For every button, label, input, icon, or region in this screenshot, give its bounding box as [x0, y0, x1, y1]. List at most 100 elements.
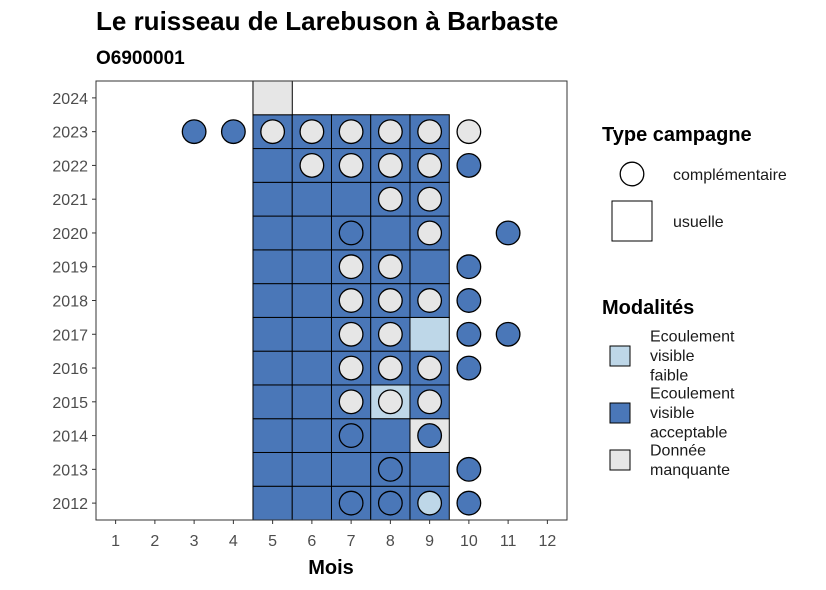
legend-label-manquante: manquante — [650, 462, 730, 479]
y-tick-label: 2018 — [52, 294, 88, 311]
y-tick-label: 2023 — [52, 125, 88, 142]
tile-2020-5 — [252, 215, 293, 251]
y-tick-label: 2019 — [52, 260, 88, 277]
point-2015-7 — [338, 389, 364, 415]
point-2023-4 — [220, 119, 246, 145]
x-tick-label: 9 — [425, 533, 434, 550]
x-axis: 1 2 3 4 5 6 7 8 9 10 11 12 — [111, 520, 556, 550]
legend-label-acceptable: Ecoulement — [650, 386, 735, 403]
tile-2013-6 — [291, 451, 333, 487]
point-2017-8 — [377, 321, 403, 347]
legend-label-acceptable: acceptable — [650, 425, 727, 442]
legend-key-faible — [609, 345, 631, 367]
point-2016-10 — [456, 355, 482, 381]
y-tick-label: 2017 — [52, 327, 88, 344]
legend-modalite-title: Modalités — [602, 297, 694, 319]
y-tick-label: 2022 — [52, 158, 88, 175]
point-2023-5 — [260, 119, 286, 145]
x-tick-label: 7 — [347, 533, 356, 550]
legend: Type campagne Modalités complémentaire us… — [602, 124, 787, 479]
point-2012-8 — [377, 490, 403, 516]
chart-subtitle: O6900001 — [96, 48, 185, 69]
legend-type-title: Type campagne — [602, 124, 752, 146]
point-2015-8 — [377, 389, 403, 415]
y-tick-label: 2015 — [52, 395, 88, 412]
point-2022-10 — [456, 152, 482, 178]
y-tick-label: 2013 — [52, 462, 88, 479]
tile-2014-6 — [291, 418, 333, 453]
point-2018-7 — [338, 288, 364, 313]
tile-2012-6 — [291, 485, 333, 521]
tile-2016-6 — [291, 350, 333, 386]
tile-2020-6 — [291, 215, 333, 251]
tile-2017-9 — [409, 316, 450, 352]
legend-key-acceptable — [609, 402, 631, 424]
plot-area — [95, 80, 568, 521]
x-tick-label: 8 — [386, 533, 395, 550]
point-2019-7 — [338, 254, 364, 280]
point-2020-11 — [495, 220, 521, 246]
tile-2013-9 — [409, 451, 450, 487]
point-2023-10 — [456, 119, 482, 145]
point-2022-8 — [377, 152, 403, 178]
x-tick-label: 5 — [268, 533, 277, 550]
point-2017-11 — [495, 321, 521, 347]
point-2012-10 — [456, 490, 482, 516]
point-2012-9 — [417, 490, 443, 516]
tile-2013-7 — [330, 451, 372, 487]
point-2016-9 — [417, 355, 443, 381]
point-2021-9 — [417, 186, 443, 212]
point-2022-6 — [299, 152, 325, 178]
legend-label-faible: faible — [650, 368, 688, 385]
x-tick-label: 10 — [460, 533, 478, 550]
tile-2021-7 — [330, 181, 372, 217]
point-2023-3 — [181, 119, 207, 145]
tile-2022-5 — [252, 148, 293, 183]
tile-2015-6 — [291, 384, 333, 420]
point-2016-7 — [338, 355, 364, 381]
legend-label-faible: Ecoulement — [650, 329, 735, 346]
point-2020-9 — [417, 220, 443, 246]
y-tick-label: 2024 — [52, 91, 88, 108]
legend-label-faible: visible — [650, 348, 695, 365]
y-tick-label: 2020 — [52, 226, 88, 243]
x-tick-label: 1 — [111, 533, 120, 550]
y-tick-label: 2021 — [52, 192, 88, 209]
x-tick-label: 2 — [150, 533, 159, 550]
tile-2017-5 — [252, 316, 293, 352]
x-tick-label: 11 — [500, 533, 517, 550]
y-tick-label: 2014 — [52, 429, 88, 446]
tile-2020-8 — [370, 215, 411, 251]
chart-title: Le ruisseau de Larebuson à Barbaste — [96, 6, 558, 36]
tile-2018-6 — [291, 283, 333, 318]
y-axis: 2012 2013 2014 2015 2016 2017 2018 2019 2020 2021… — [52, 91, 96, 513]
point-2023-9 — [417, 119, 443, 145]
x-axis-title: Mois — [308, 557, 354, 579]
x-tick-label: 6 — [307, 533, 316, 550]
point-2018-10 — [456, 288, 482, 313]
tile-2019-5 — [252, 249, 293, 285]
tile-2014-5 — [252, 418, 293, 453]
point-2019-8 — [377, 254, 403, 280]
point-2014-7 — [338, 423, 364, 449]
tile-2014-8 — [370, 418, 411, 453]
legend-label-acceptable: visible — [650, 405, 695, 422]
tile-2018-5 — [252, 283, 293, 318]
legend-key-usuelle — [611, 200, 653, 242]
point-2023-6 — [299, 119, 325, 145]
point-2012-7 — [338, 490, 364, 516]
x-tick-label: 12 — [538, 533, 556, 550]
x-tick-label: 4 — [229, 533, 238, 550]
tile-2017-6 — [291, 316, 333, 352]
point-2022-7 — [338, 152, 364, 178]
tile-2021-6 — [291, 181, 333, 217]
tile-2013-5 — [252, 451, 293, 487]
point-2023-7 — [338, 119, 364, 145]
point-2018-9 — [417, 288, 443, 313]
x-tick-label: 3 — [190, 533, 199, 550]
y-tick-label: 2012 — [52, 496, 88, 513]
point-2020-7 — [338, 220, 364, 246]
point-2014-9 — [417, 423, 443, 449]
point-2016-8 — [377, 355, 403, 381]
